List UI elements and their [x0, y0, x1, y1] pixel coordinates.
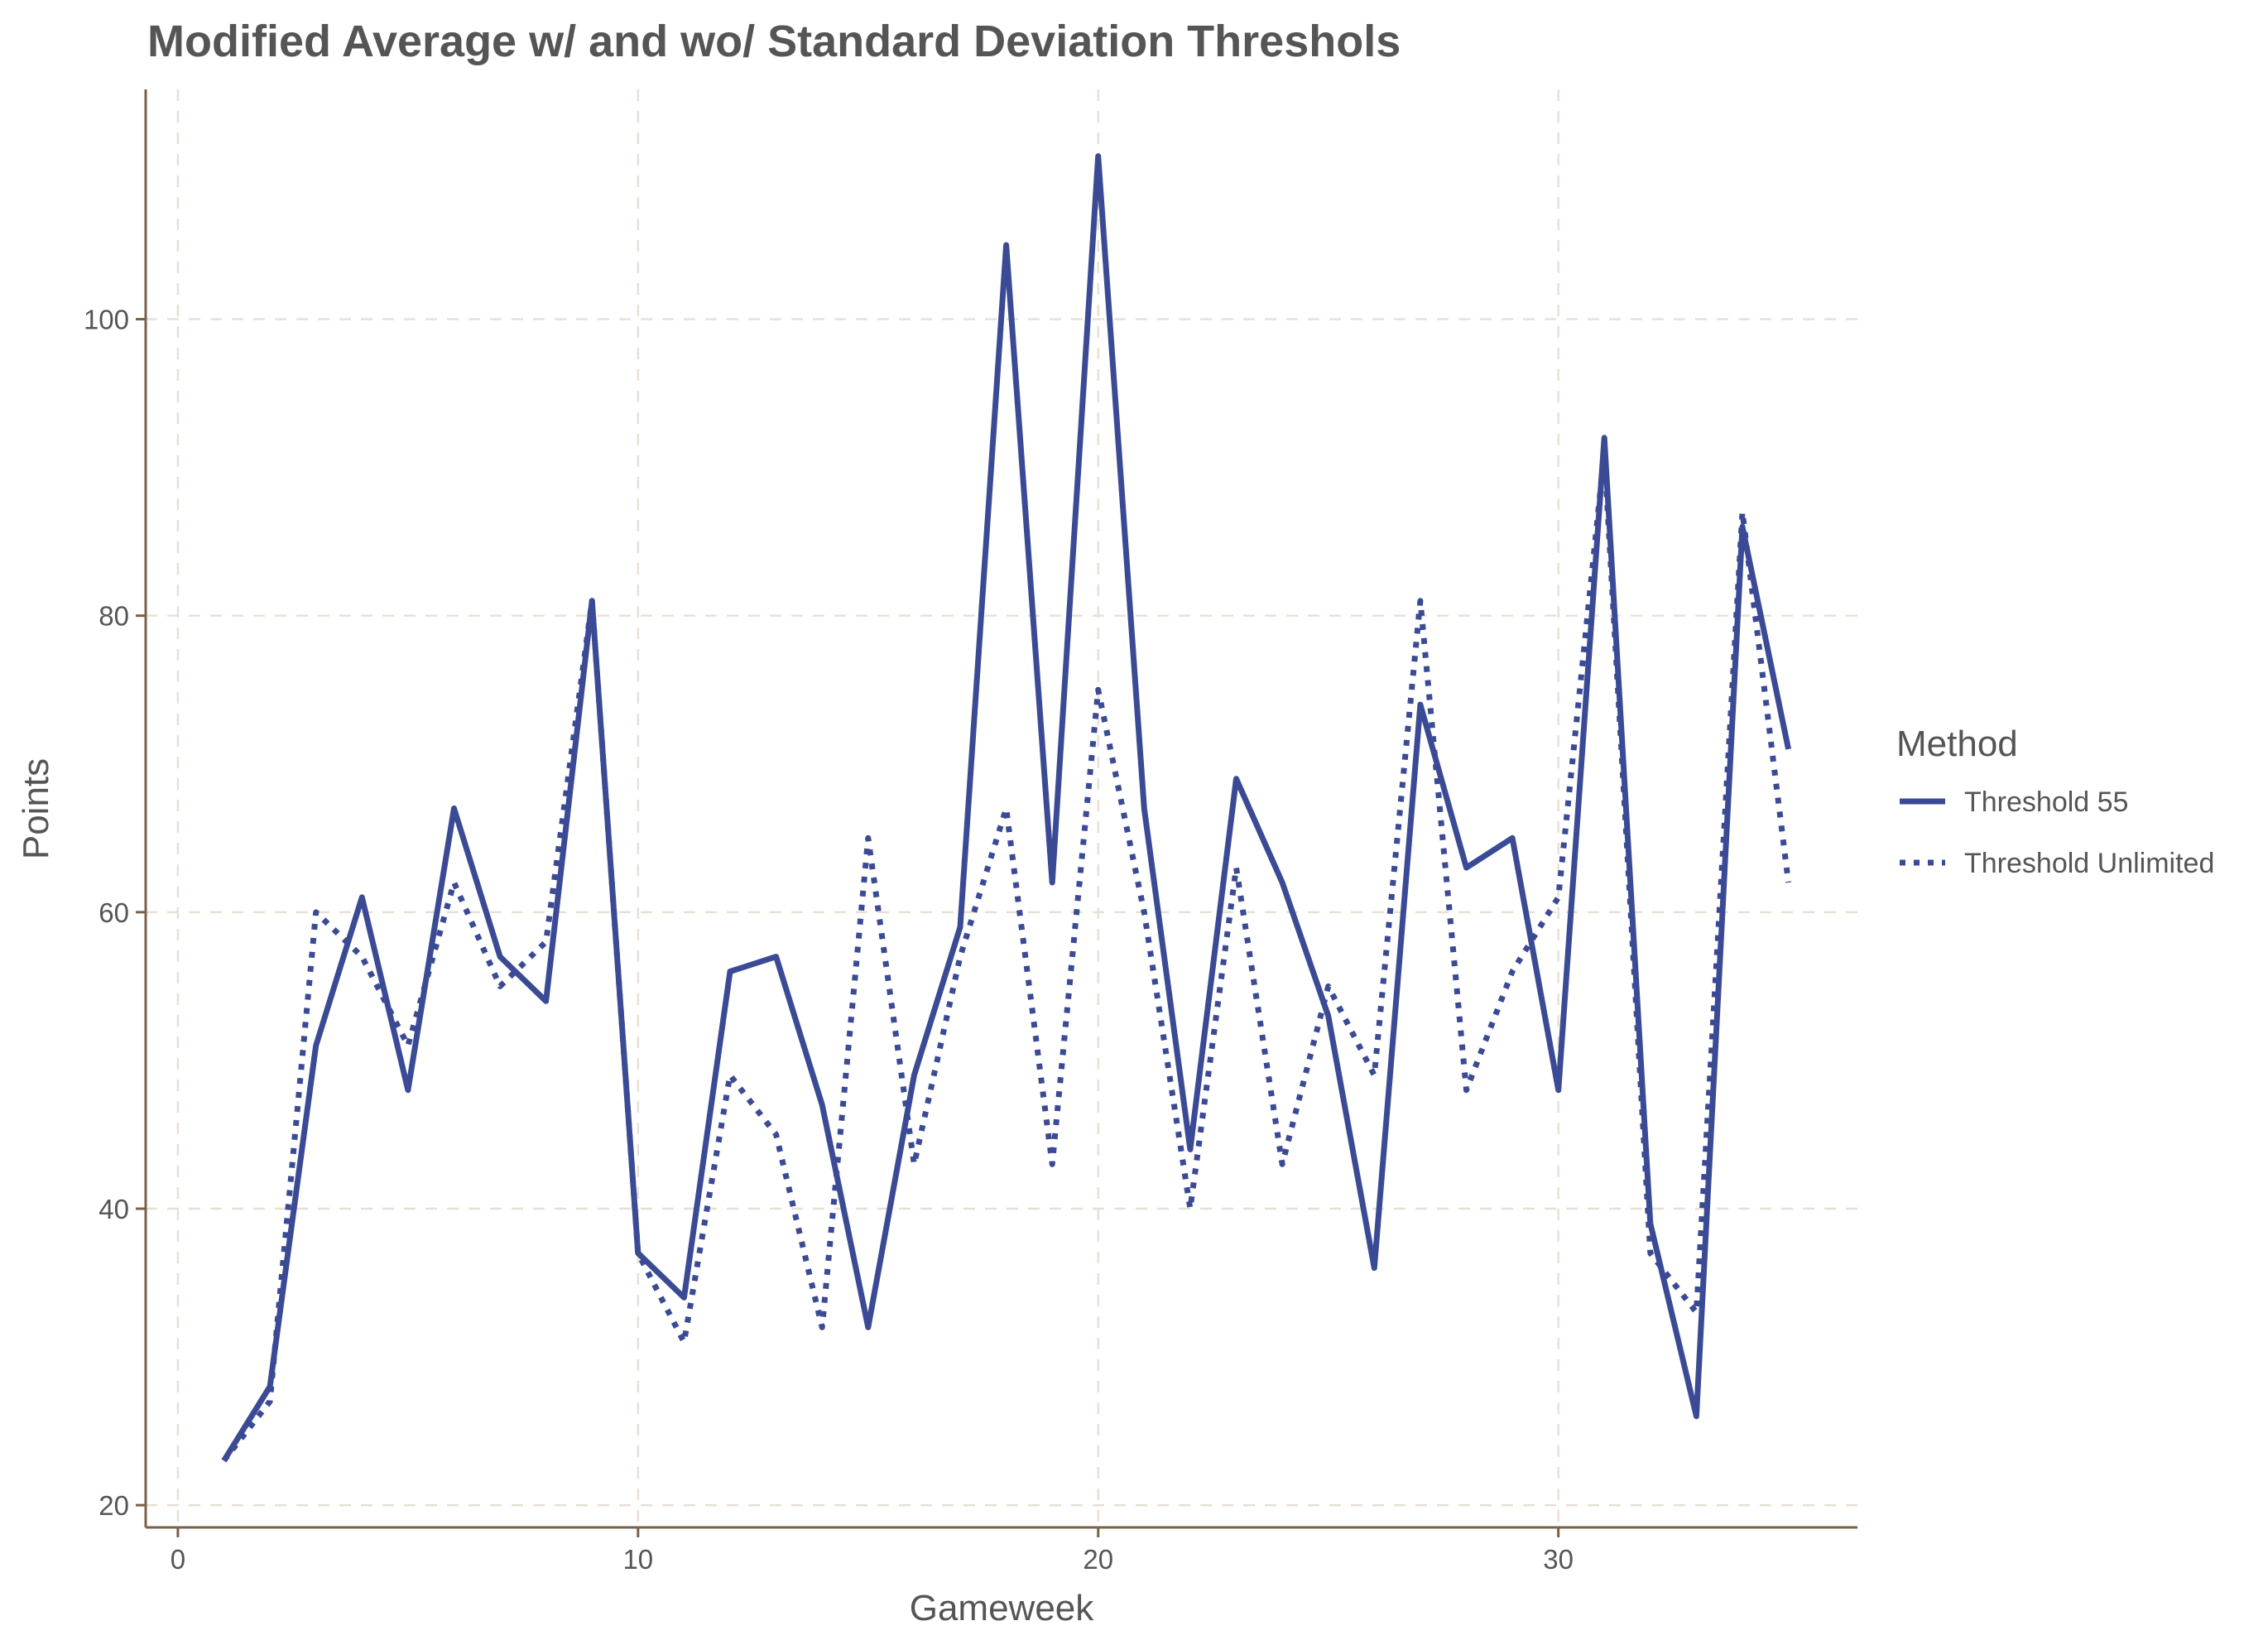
y-tick-label: 80: [99, 601, 129, 632]
legend-label: Threshold Unlimited: [1964, 848, 2214, 879]
series: [221, 153, 1792, 1463]
y-tick-label: 40: [99, 1194, 129, 1224]
series-line-threshold-55: [221, 153, 1792, 1463]
legend: Method Threshold 55 Threshold Unlimited: [1896, 724, 2214, 879]
legend-title: Method: [1896, 724, 2018, 764]
ticks: 20 40 60 80 100 0 10 20 30: [84, 305, 1574, 1575]
legend-label: Threshold 55: [1964, 786, 2128, 818]
x-tick-label: 20: [1083, 1544, 1113, 1575]
y-axis-title: Points: [16, 758, 56, 859]
chart-title: Modified Average w/ and wo/ Standard Dev…: [147, 17, 1401, 66]
x-axis-title: Gameweek: [910, 1588, 1095, 1628]
x-tick-label: 10: [622, 1544, 653, 1575]
y-tick-label: 60: [99, 897, 129, 928]
axes: [144, 89, 1857, 1529]
x-tick-label: 30: [1543, 1544, 1574, 1575]
grid: [146, 89, 1857, 1527]
series-line-threshold-unlimited: [221, 450, 1792, 1463]
x-tick-label: 0: [171, 1544, 185, 1575]
y-tick-label: 100: [84, 305, 129, 335]
y-tick-label: 20: [99, 1490, 129, 1521]
